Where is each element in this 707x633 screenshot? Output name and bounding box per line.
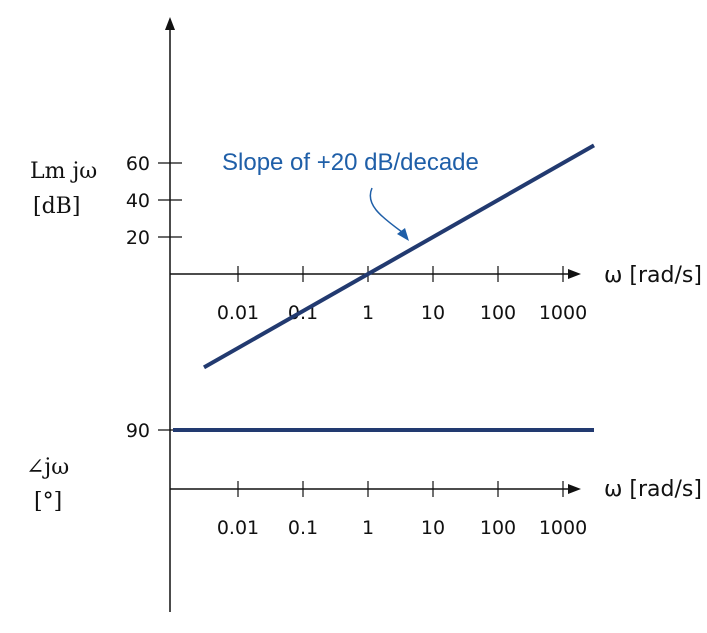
y-tick-label: 90 bbox=[126, 420, 150, 442]
x-tick-label: 1 bbox=[362, 517, 374, 539]
x-tick-label: 10 bbox=[421, 517, 445, 539]
x-tick-label: 1 bbox=[362, 302, 374, 324]
phase-x-axis-label: ω [rad/s] bbox=[604, 477, 702, 502]
phase-y-label-line2: [°] bbox=[34, 489, 62, 514]
slope-annotation-text: Slope of +20 dB/decade bbox=[222, 149, 479, 176]
y-tick-label: 40 bbox=[126, 190, 150, 212]
x-tick-label: 1000 bbox=[539, 517, 587, 539]
magnitude-x-axis-label: ω [rad/s] bbox=[604, 263, 702, 288]
phase-y-label-line1: ∠jω bbox=[26, 455, 69, 480]
x-tick-label: 0.1 bbox=[288, 517, 318, 539]
x-tick-label: 0.01 bbox=[217, 302, 259, 324]
x-tick-label: 0.01 bbox=[217, 517, 259, 539]
magnitude-y-label-line2: [dB] bbox=[33, 194, 80, 219]
phase-x-axis-arrowhead bbox=[568, 484, 581, 494]
x-tick-label: 10 bbox=[421, 302, 445, 324]
y-tick-label: 20 bbox=[126, 227, 150, 249]
x-tick-label: 100 bbox=[480, 517, 516, 539]
slope-annotation-arrowhead bbox=[397, 228, 409, 241]
x-tick-label: 1000 bbox=[539, 302, 587, 324]
slope-annotation-arrow bbox=[369, 187, 403, 233]
magnitude-series-line bbox=[203, 143, 595, 370]
y-tick-label: 60 bbox=[126, 153, 150, 175]
magnitude-x-axis-arrowhead bbox=[568, 269, 581, 279]
magnitude-y-label-line1: Lm jω bbox=[30, 159, 97, 184]
y-axis-arrowhead bbox=[165, 17, 175, 30]
x-tick-label: 100 bbox=[480, 302, 516, 324]
